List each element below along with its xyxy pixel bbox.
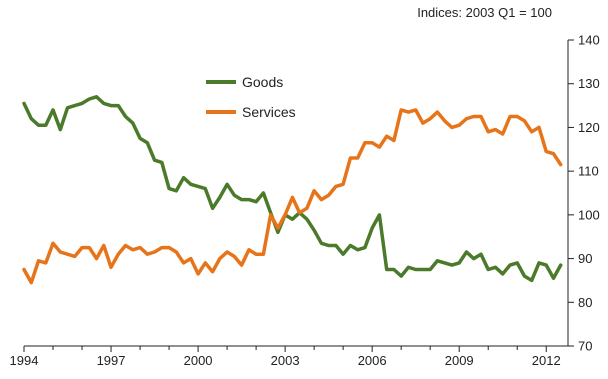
y-tick-label: 80 [578,295,592,310]
legend: Goods Services [206,74,296,120]
y-tick-label: 70 [578,339,592,354]
legend-label-goods: Goods [242,74,283,90]
axes [24,40,569,347]
series-line-goods [22,95,563,283]
y-tick-label: 140 [578,33,600,48]
x-tick-label: 1994 [10,353,39,368]
legend-label-services: Services [242,104,296,120]
x-tick-label: 2009 [445,353,474,368]
series-line-services [22,108,563,285]
x-axis-ticks: 1994 1997 2000 2003 2006 2009 2012 [10,346,561,368]
series-lines [22,95,563,285]
y-tick-label: 120 [578,120,600,135]
y-tick-label: 130 [578,76,600,91]
units-note: Indices: 2003 Q1 = 100 [417,5,552,20]
y-tick-label: 100 [578,207,600,222]
y-tick-label: 90 [578,251,592,266]
y-tick-label: 110 [578,164,599,179]
y-axis-ticks: 70 80 90 100 110 120 130 140 [568,33,600,354]
x-tick-label: 2012 [532,353,561,368]
x-tick-label: 2003 [271,353,300,368]
x-tick-label: 1997 [97,353,126,368]
x-tick-label: 2006 [358,353,387,368]
x-tick-label: 2000 [184,353,213,368]
